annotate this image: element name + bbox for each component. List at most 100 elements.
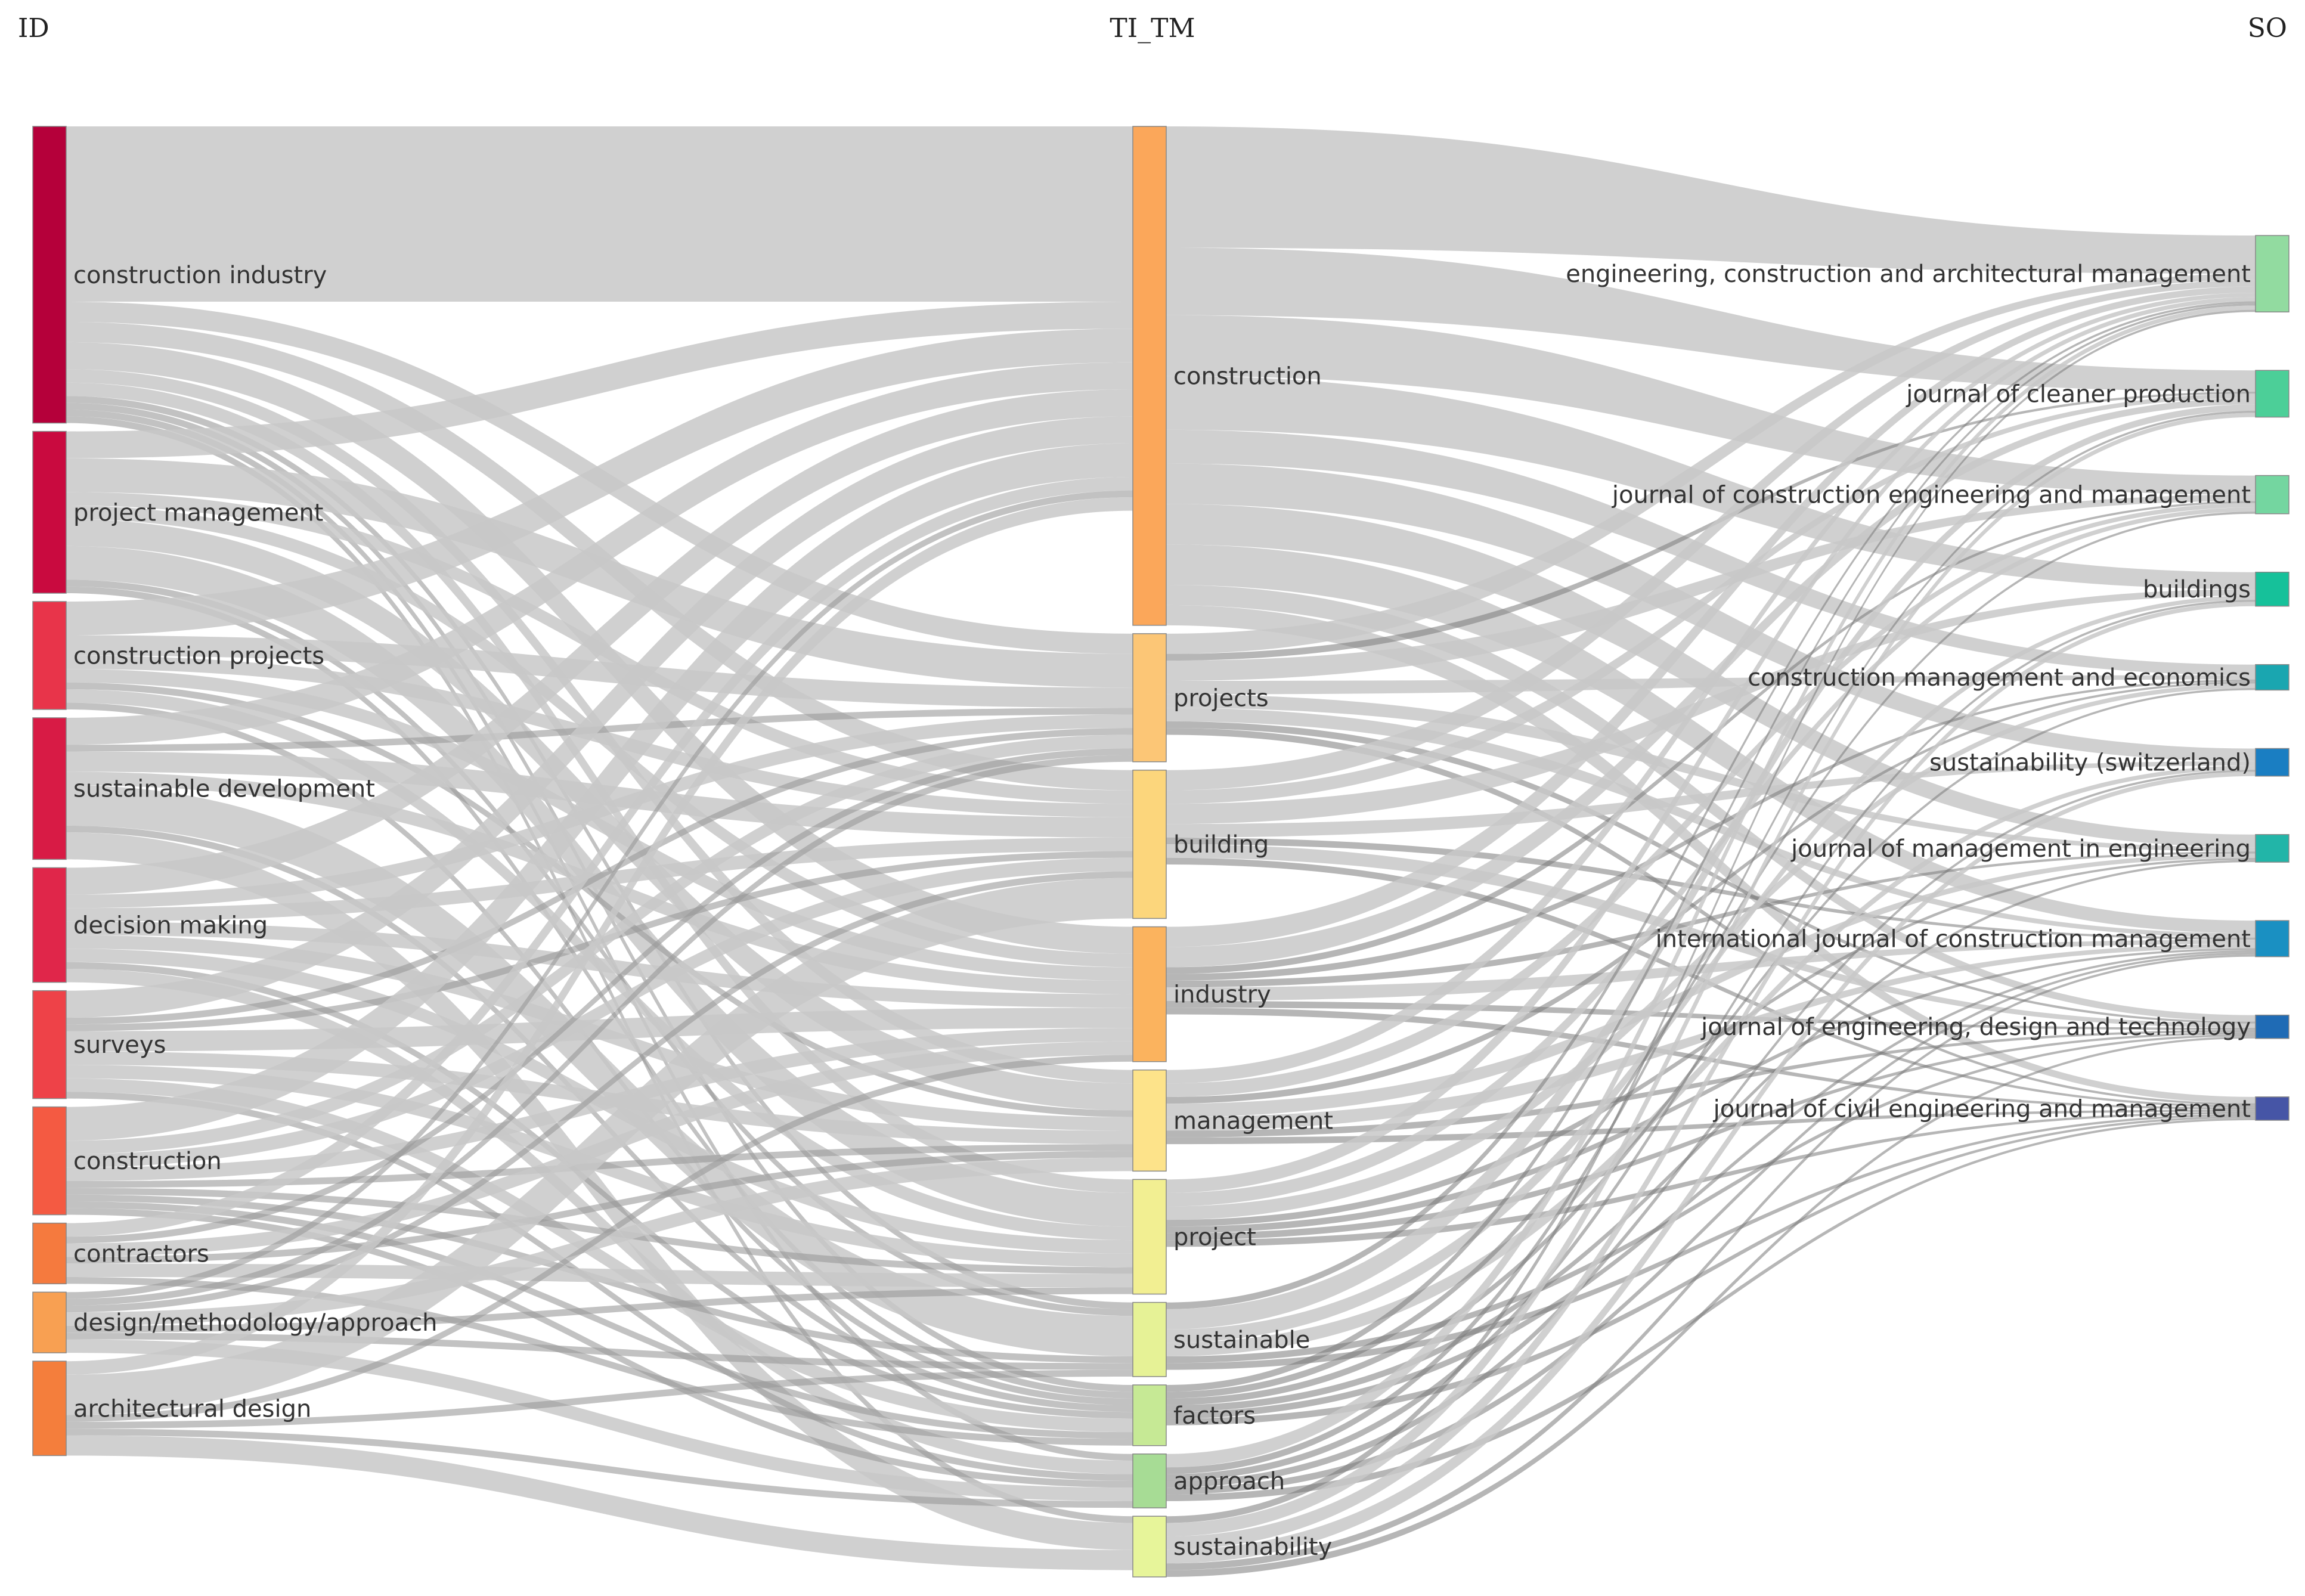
node-id-sustainable-development[interactable] <box>32 717 67 860</box>
node-so-buildings[interactable] <box>2255 571 2289 607</box>
link-construction-to-building <box>66 857 1133 1168</box>
link-management-to-journal-of-engineering-design-and-technology <box>1166 1030 2256 1138</box>
link-factors-to-engineering-construction-and-architectural-management <box>1166 303 2256 1392</box>
node-ti-tm-construction[interactable] <box>1132 126 1167 626</box>
link-decision-making-to-approach <box>66 969 1133 1474</box>
link-sustainable-development-to-construction <box>66 362 1133 745</box>
link-building-to-journal-of-engineering-design-and-technology <box>1166 844 2256 1028</box>
link-project-to-engineering-construction-and-architectural-management <box>1166 297 2256 1193</box>
link-factors-to-journal-of-civil-engineering-and-management <box>1166 1115 2256 1425</box>
node-so-journal-of-management-in-engineering[interactable] <box>2255 834 2289 863</box>
link-sustainable-to-sustainability-switzerland <box>1166 765 2256 1357</box>
node-so-sustainability-switzerland[interactable] <box>2255 748 2289 777</box>
node-so-journal-of-civil-engineering-and-management[interactable] <box>2255 1096 2289 1121</box>
node-label-ti-tm-management: management <box>1173 1108 1333 1135</box>
link-construction-industry-to-construction <box>66 126 1133 302</box>
node-id-construction-industry[interactable] <box>32 126 67 424</box>
link-construction-projects-to-building <box>66 655 1133 817</box>
link-factors-to-journal-of-construction-engineering-and-management <box>1166 512 2256 1399</box>
node-label-so-engineering-construction-and-architectural-management: engineering, construction and architectu… <box>1566 261 2251 288</box>
node-label-id-construction: construction <box>73 1148 222 1175</box>
node-ti-tm-projects[interactable] <box>1132 633 1167 763</box>
node-ti-tm-sustainable[interactable] <box>1132 1301 1167 1377</box>
link-project-to-journal-of-management-in-engineering <box>1166 857 2256 1227</box>
link-contractors-to-projects <box>66 748 1133 1244</box>
link-building-to-engineering-construction-and-architectural-management <box>1166 280 2256 791</box>
node-label-so-journal-of-civil-engineering-and-management: journal of civil engineering and managem… <box>1713 1095 2251 1123</box>
link-sustainability-to-sustainability-switzerland <box>1166 771 2256 1564</box>
link-design-methodology-approach-to-approach <box>66 1339 1133 1501</box>
link-management-to-journal-of-construction-engineering-and-management <box>1166 503 2256 1097</box>
link-contractors-to-factors <box>66 1277 1133 1446</box>
link-decision-making-to-building <box>66 837 1133 922</box>
node-id-project-management[interactable] <box>32 430 67 594</box>
node-ti-tm-building[interactable] <box>1132 769 1167 919</box>
node-id-design-methodology-approach[interactable] <box>32 1291 67 1353</box>
node-ti-tm-factors[interactable] <box>1132 1384 1167 1446</box>
node-ti-tm-approach[interactable] <box>1132 1454 1167 1508</box>
node-id-construction-projects[interactable] <box>32 601 67 710</box>
link-sustainable-development-to-sustainable <box>66 785 1133 1357</box>
link-design-methodology-approach-to-management <box>66 1157 1133 1326</box>
node-label-ti-tm-building: building <box>1173 831 1269 859</box>
link-industry-to-engineering-construction-and-architectural-management <box>1166 286 2256 947</box>
node-label-ti-tm-construction: construction <box>1173 362 1322 390</box>
node-so-international-journal-of-construction-management[interactable] <box>2255 920 2289 957</box>
link-construction-to-factors <box>66 1201 1133 1439</box>
node-layer <box>32 126 2289 1578</box>
node-id-construction[interactable] <box>32 1106 67 1216</box>
link-contractors-to-management <box>66 1151 1133 1264</box>
link-decision-making-to-projects <box>66 714 1133 909</box>
node-label-id-sustainable-development: sustainable development <box>73 776 375 803</box>
link-projects-to-international-journal-of-construction-management <box>1166 708 2256 938</box>
link-architectural-design-to-approach <box>66 1428 1133 1508</box>
node-ti-tm-project[interactable] <box>1132 1179 1167 1295</box>
link-project-to-international-journal-of-construction-management <box>1166 948 2256 1234</box>
node-ti-tm-management[interactable] <box>1132 1069 1167 1172</box>
node-so-construction-management-and-economics[interactable] <box>2255 664 2289 691</box>
link-approach-to-buildings <box>1166 600 2256 1481</box>
link-construction-to-industry <box>66 1028 1133 1182</box>
node-ti-tm-sustainability[interactable] <box>1132 1516 1167 1578</box>
link-sustainability-to-international-journal-of-construction-management <box>1166 954 2256 1570</box>
link-construction-projects-to-management <box>66 682 1133 1117</box>
link-construction-projects-to-projects <box>66 635 1133 708</box>
node-so-engineering-construction-and-architectural-management[interactable] <box>2255 235 2289 312</box>
link-construction-to-journal-of-construction-engineering-and-management <box>1166 315 2256 495</box>
link-approach-to-sustainability-switzerland <box>1166 770 2256 1488</box>
column-header-so: SO <box>2248 13 2287 44</box>
link-contractors-to-construction <box>66 477 1133 1237</box>
link-building-to-journal-of-cleaner-production <box>1166 393 2256 804</box>
link-design-methodology-approach-to-building <box>66 871 1133 1313</box>
node-id-surveys[interactable] <box>32 990 67 1099</box>
node-label-id-architectural-design: architectural design <box>73 1395 311 1423</box>
link-architectural-design-to-sustainable <box>66 1369 1133 1429</box>
link-sustainable-to-journal-of-civil-engineering-and-management <box>1166 1114 2256 1370</box>
link-industry-to-construction-management-and-economics <box>1166 679 2256 981</box>
node-so-journal-of-cleaner-production[interactable] <box>2255 370 2289 418</box>
link-architectural-design-to-industry <box>66 1055 1133 1422</box>
node-label-id-project-management: project management <box>73 499 324 526</box>
link-project-management-to-construction <box>66 302 1133 458</box>
link-surveys-to-projects <box>66 728 1133 1025</box>
link-approach-to-international-journal-of-construction-management <box>1166 952 2256 1495</box>
link-sustainability-to-journal-of-engineering-design-and-technology <box>1166 1036 2256 1577</box>
node-id-decision-making[interactable] <box>32 867 67 983</box>
node-label-so-sustainability-switzerland: sustainability (switzerland) <box>1929 749 2251 777</box>
link-surveys-to-approach <box>66 1092 1133 1481</box>
node-label-so-construction-management-and-economics: construction management and economics <box>1748 664 2251 692</box>
link-factors-to-international-journal-of-construction-management <box>1166 950 2256 1419</box>
link-sustainable-to-journal-of-engineering-design-and-technology <box>1166 1034 2256 1363</box>
node-id-architectural-design[interactable] <box>32 1361 67 1456</box>
link-architectural-design-to-building <box>66 878 1133 1415</box>
link-contractors-to-project <box>66 1263 1133 1288</box>
node-id-contractors[interactable] <box>32 1222 67 1285</box>
node-so-journal-of-construction-engineering-and-management[interactable] <box>2255 475 2289 515</box>
link-approach-to-engineering-construction-and-architectural-management <box>1166 305 2256 1468</box>
link-building-to-buildings <box>1166 589 2256 825</box>
link-approach-to-journal-of-cleaner-production <box>1166 410 2256 1474</box>
node-ti-tm-industry[interactable] <box>1132 926 1167 1062</box>
link-sustainable-to-engineering-construction-and-architectural-management <box>1166 301 2256 1309</box>
node-so-journal-of-engineering-design-and-technology[interactable] <box>2255 1014 2289 1039</box>
